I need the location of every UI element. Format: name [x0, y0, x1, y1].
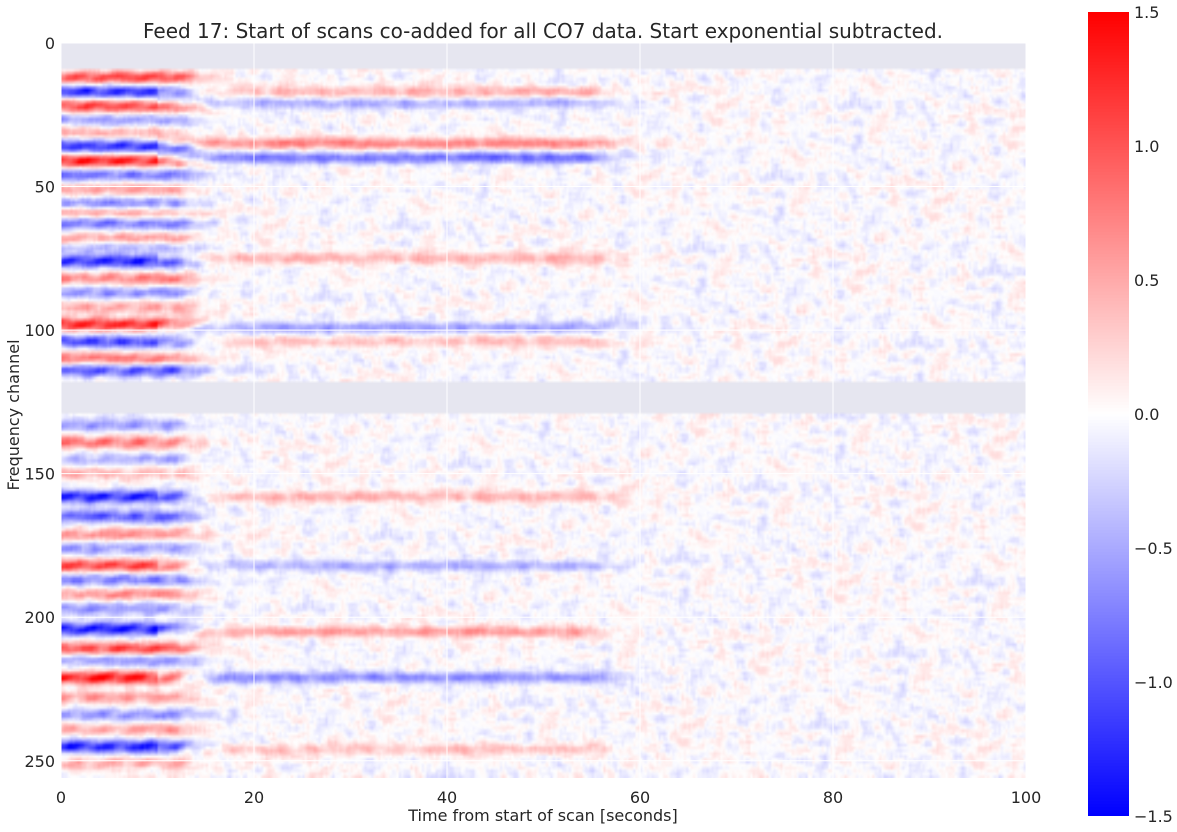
heatmap-image: [61, 43, 1026, 778]
x-tick-label: 0: [56, 788, 66, 807]
x-tick-label: 80: [823, 788, 843, 807]
x-tick-label: 60: [630, 788, 650, 807]
colorbar-ticks: 1.5 1.0 0.5 0.0 −0.5 −1.0 −1.5: [1134, 3, 1173, 826]
colorbar-tick-label: −1.0: [1134, 673, 1173, 692]
y-tick-label: 200: [24, 608, 55, 627]
colorbar-tick-label: 1.0: [1134, 137, 1159, 156]
x-tick-label: 20: [244, 788, 264, 807]
y-axis-ticks: 0 50 100 150 200 250: [24, 34, 55, 771]
chart-title: Feed 17: Start of scans co-added for all…: [143, 19, 943, 43]
y-axis-label: Frequency channel: [4, 339, 23, 490]
x-tick-label: 100: [1011, 788, 1042, 807]
colorbar-tick-label: 0.5: [1134, 271, 1159, 290]
colorbar-gradient: [1088, 12, 1129, 816]
x-axis-label: Time from start of scan [seconds]: [407, 806, 677, 825]
colorbar-tick-label: −1.5: [1134, 807, 1173, 826]
gridlines: [60, 42, 1027, 778]
colorbar-tick-label: 0.0: [1134, 405, 1159, 424]
y-tick-label: 50: [35, 178, 55, 197]
x-tick-label: 40: [437, 788, 457, 807]
colorbar-tick-label: −0.5: [1134, 539, 1173, 558]
y-tick-label: 0: [45, 34, 55, 53]
x-axis-ticks: 0 20 40 60 80 100: [56, 788, 1041, 807]
y-tick-label: 250: [24, 752, 55, 771]
y-tick-label: 100: [24, 321, 55, 340]
y-tick-label: 150: [24, 465, 55, 484]
colorbar-tick-label: 1.5: [1134, 3, 1159, 22]
